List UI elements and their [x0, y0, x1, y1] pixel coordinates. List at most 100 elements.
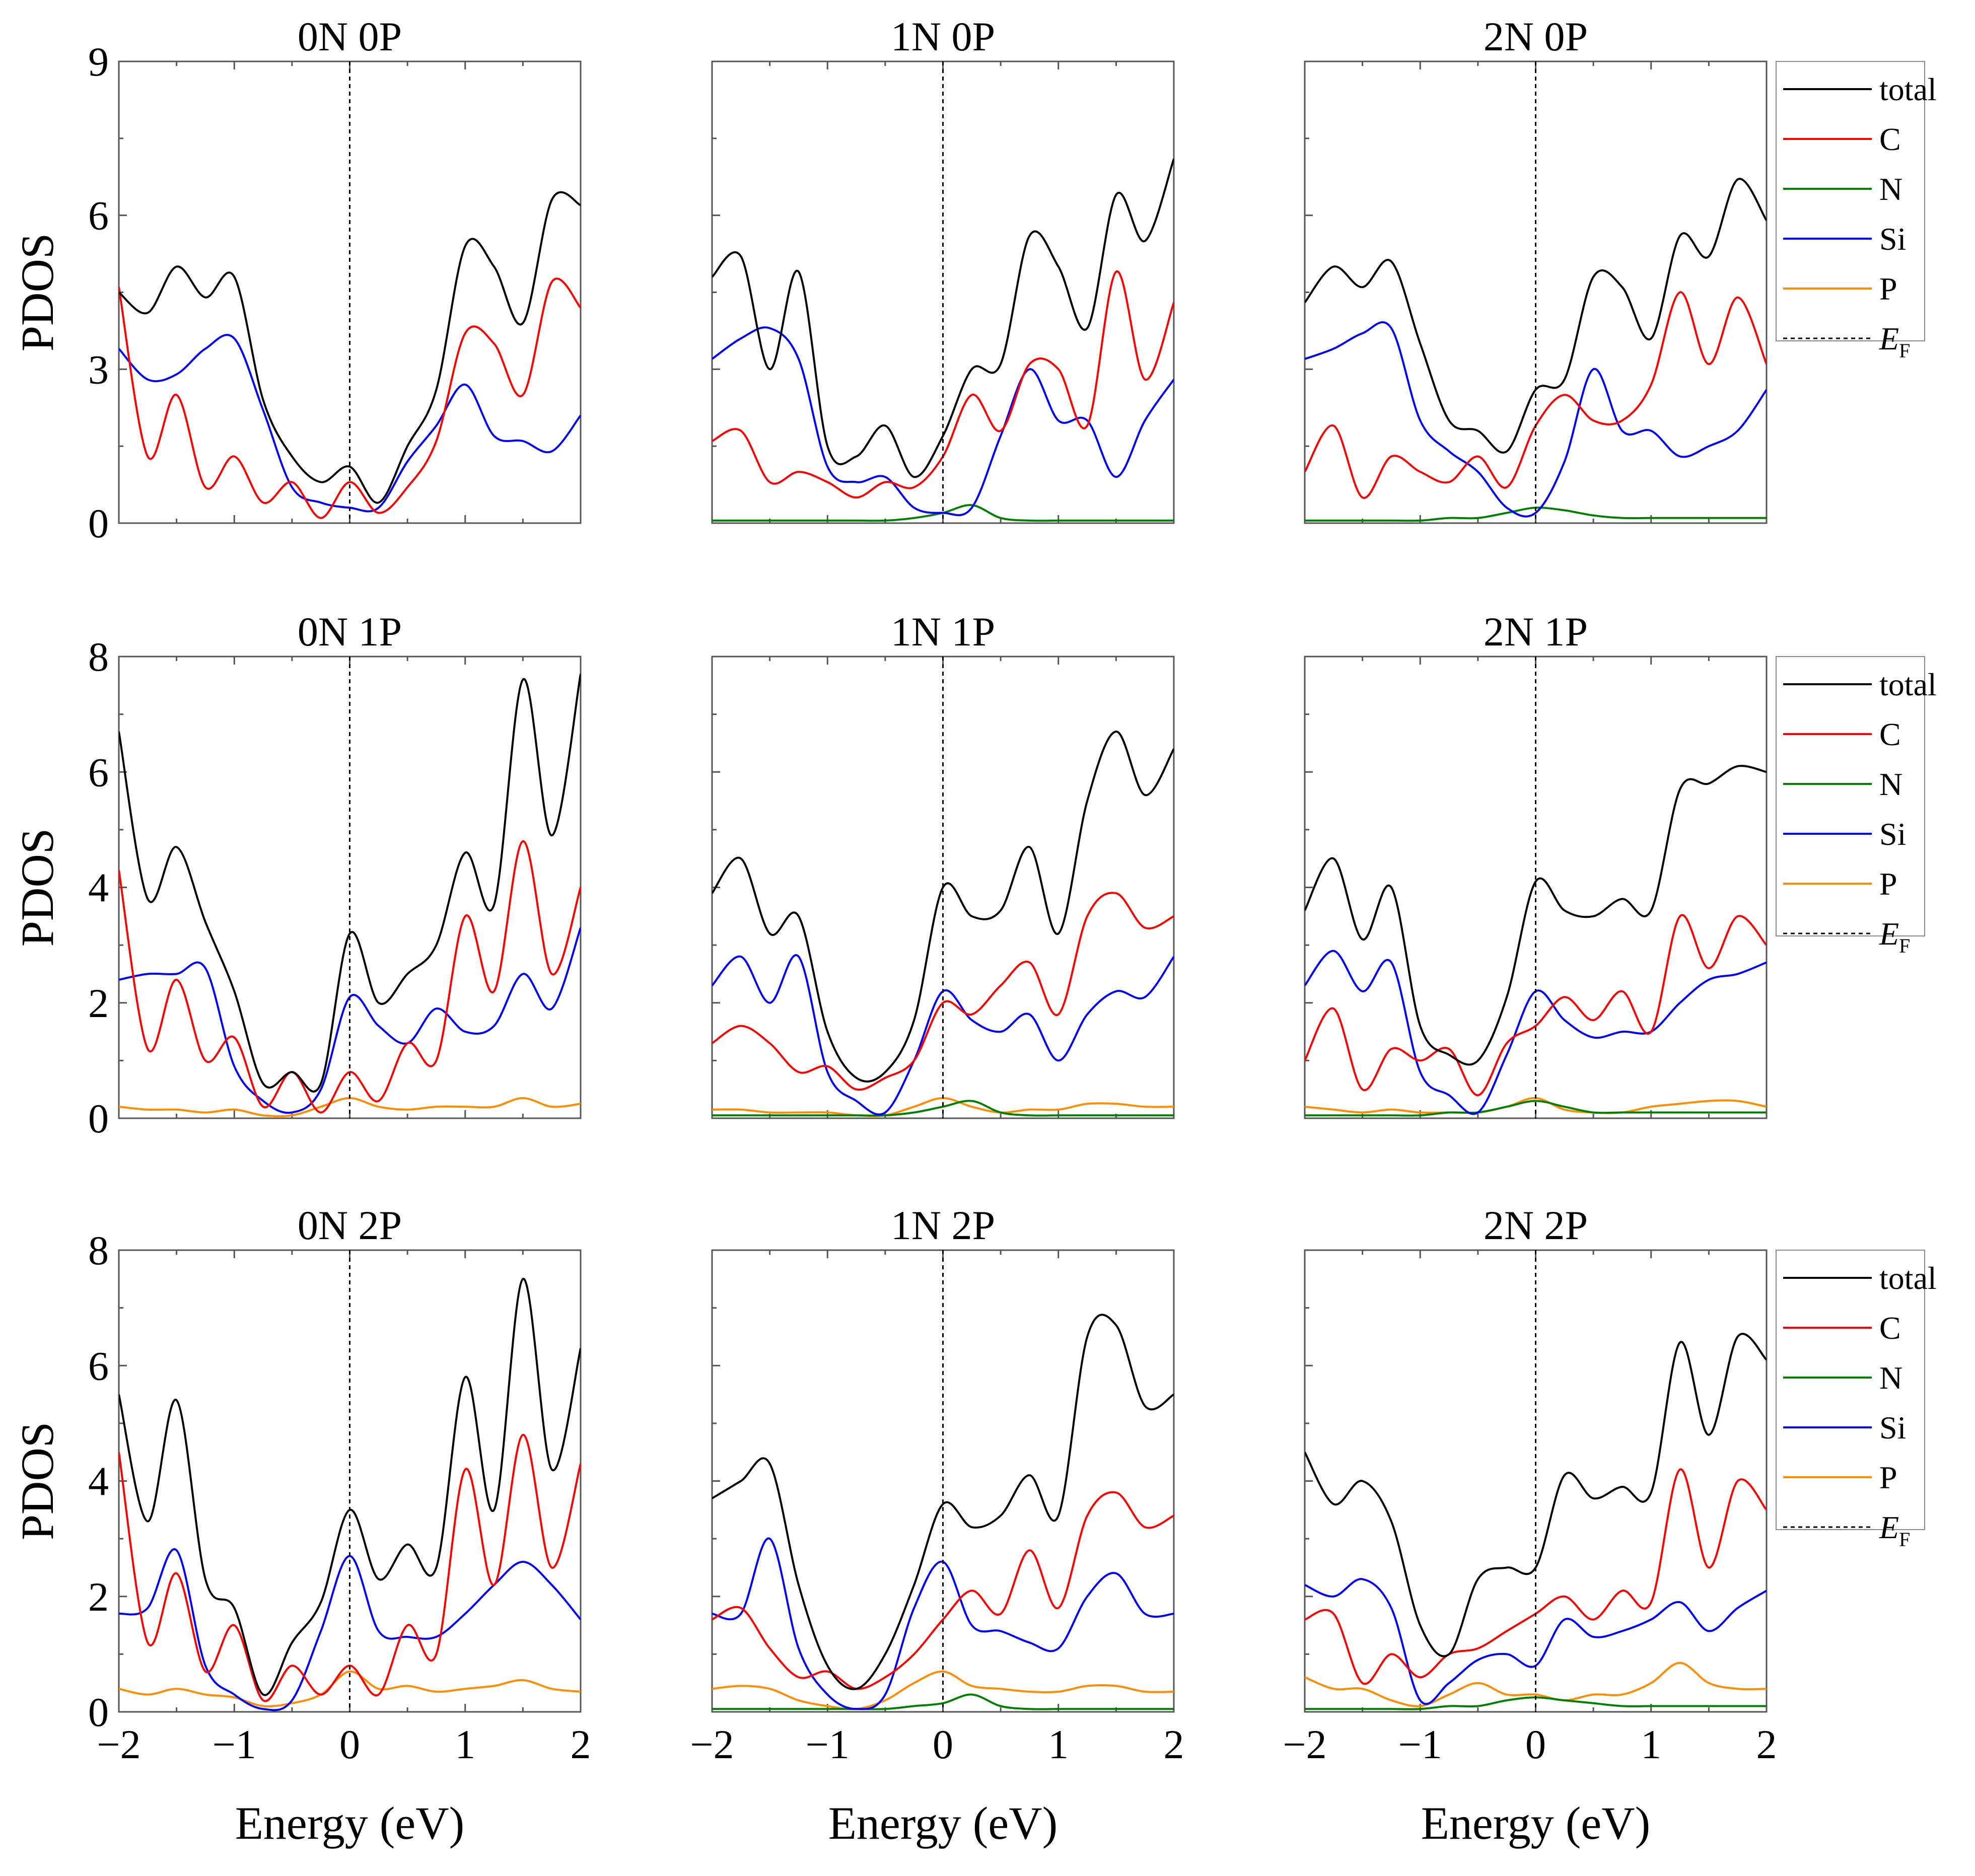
series-n-line — [1305, 1100, 1767, 1117]
panel-title: 2N 1P — [1484, 609, 1588, 655]
panel-title: 2N 2P — [1484, 1202, 1588, 1248]
series-c-line — [1305, 914, 1767, 1097]
y-tick-label: 4 — [88, 865, 109, 911]
x-tick-label: −1 — [806, 1721, 850, 1767]
legend-label-ef: EF — [1879, 916, 1910, 957]
panel-0n-0p: 0 3 6 9 PDOS 0N 0P — [12, 14, 582, 546]
legend-row-1: total CN Si P EF — [1776, 61, 1937, 362]
panel-title: 1N 0P — [891, 14, 995, 59]
panel-title: 2N 0P — [1484, 14, 1588, 59]
series-c-line — [712, 270, 1174, 499]
legend-box — [1776, 61, 1925, 341]
legend-box — [1776, 1250, 1925, 1530]
x-tick-label: −1 — [213, 1721, 256, 1767]
panel-2n-1p: 2N 1P — [1304, 609, 1768, 1119]
y-tick-label: 3 — [88, 346, 109, 392]
series-total-line — [1305, 1333, 1767, 1657]
legend-label-ef: EF — [1879, 1509, 1910, 1551]
series-lines — [712, 1314, 1174, 1710]
legend-label-si: Si — [1879, 816, 1906, 852]
panel-1n-1p: 1N 1P — [711, 609, 1175, 1119]
y-tick-label: 4 — [88, 1459, 109, 1504]
legend-label-c: C — [1879, 121, 1901, 157]
series-lines — [712, 158, 1174, 522]
panel-2n-0p: 2N 0P — [1304, 14, 1768, 524]
series-c-line — [712, 892, 1174, 1091]
x-tick-label: 0 — [1525, 1721, 1546, 1767]
series-total-line — [712, 158, 1174, 478]
x-tick-label: 2 — [1756, 1721, 1777, 1767]
y-tick-label: 0 — [88, 1096, 109, 1141]
legend-row-2: total CN Si P EF — [1776, 656, 1937, 957]
x-tick-label: −1 — [1398, 1721, 1442, 1767]
x-tick-label: −2 — [97, 1721, 140, 1767]
legend-label-total: total — [1879, 667, 1937, 702]
y-tick-label: 0 — [88, 1689, 109, 1735]
series-n-line — [712, 1100, 1174, 1117]
series-lines — [1305, 1333, 1767, 1710]
series-c-line — [1305, 291, 1767, 499]
series-p-line — [1305, 1662, 1767, 1707]
x-tick-label: 2 — [571, 1721, 591, 1767]
legend-label-p: P — [1879, 866, 1897, 902]
series-si-line — [712, 954, 1174, 1116]
y-tick-label: 6 — [88, 193, 109, 239]
panel-0n-2p: 0 2 4 6 8 PDOS −2 −1 0 1 2 Energy (eV) 0N 2P — [12, 1202, 591, 1849]
series-total-line — [119, 191, 581, 504]
panel-title: 0N 1P — [298, 609, 402, 655]
series-si-line — [119, 927, 581, 1114]
series-c-line — [712, 1491, 1174, 1690]
x-tick-label: 1 — [455, 1721, 475, 1767]
y-tick-label: 0 — [88, 500, 109, 546]
legend-row-3: total CN Si P EF — [1776, 1250, 1937, 1551]
legend-label-ef: EF — [1879, 321, 1910, 362]
x-axis-label: Energy (eV) — [1421, 1797, 1651, 1849]
x-tick-label: 2 — [1164, 1721, 1184, 1767]
series-si-line — [1305, 950, 1767, 1115]
panel-grid: 0 3 6 9 PDOS 0N 0P 1N 0P 2N 0P 0 2 4 6 8 PDOS 0N 1P 1N … — [12, 14, 1777, 1849]
legend-label-n: N — [1879, 1360, 1902, 1396]
legend-label-c: C — [1879, 1310, 1901, 1346]
x-tick-label: 1 — [1048, 1721, 1069, 1767]
x-tick-label: 1 — [1641, 1721, 1661, 1767]
series-si-line — [1305, 321, 1767, 518]
series-n-line — [712, 1693, 1174, 1710]
y-tick-label: 8 — [88, 1228, 109, 1273]
legend-label-si: Si — [1879, 1410, 1906, 1446]
y-tick-label: 9 — [88, 39, 109, 85]
x-tick-label: 0 — [933, 1721, 953, 1767]
y-tick-label: 6 — [88, 1343, 109, 1389]
y-tick-label: 2 — [88, 980, 109, 1026]
y-tick-label: 8 — [88, 634, 109, 680]
series-total-line — [1305, 178, 1767, 454]
y-axis-label: PDOS — [12, 828, 63, 947]
x-axis-label: Energy (eV) — [828, 1797, 1058, 1849]
series-si-line — [712, 326, 1174, 517]
panel-title: 0N 2P — [298, 1202, 402, 1248]
panel-1n-0p: 1N 0P — [711, 14, 1175, 524]
series-c-line — [119, 840, 581, 1114]
legend-label-c: C — [1879, 716, 1901, 752]
series-lines — [119, 191, 581, 519]
series-p-line — [712, 1670, 1174, 1710]
y-tick-label: 2 — [88, 1574, 109, 1620]
series-c-line — [119, 1433, 581, 1702]
x-tick-label: −2 — [690, 1721, 734, 1767]
series-total-line — [712, 1314, 1174, 1690]
panel-1n-2p: −2 −1 0 1 2 Energy (eV) 1N 2P — [690, 1202, 1184, 1849]
series-total-line — [119, 674, 581, 1093]
legend-label-n: N — [1879, 171, 1902, 207]
series-total-line — [712, 731, 1174, 1083]
series-lines — [119, 1278, 581, 1711]
y-tick-label: 6 — [88, 749, 109, 795]
legend-label-p: P — [1879, 1460, 1897, 1495]
legend-label-total: total — [1879, 1260, 1937, 1296]
series-p-line — [119, 1670, 581, 1707]
y-axis-label: PDOS — [12, 1422, 63, 1540]
legend-label-total: total — [1879, 71, 1937, 107]
series-si-line — [1305, 1578, 1767, 1705]
panel-2n-2p: −2 −1 0 1 2 Energy (eV) 2N 2P — [1283, 1202, 1777, 1849]
x-tick-label: −2 — [1283, 1721, 1326, 1767]
